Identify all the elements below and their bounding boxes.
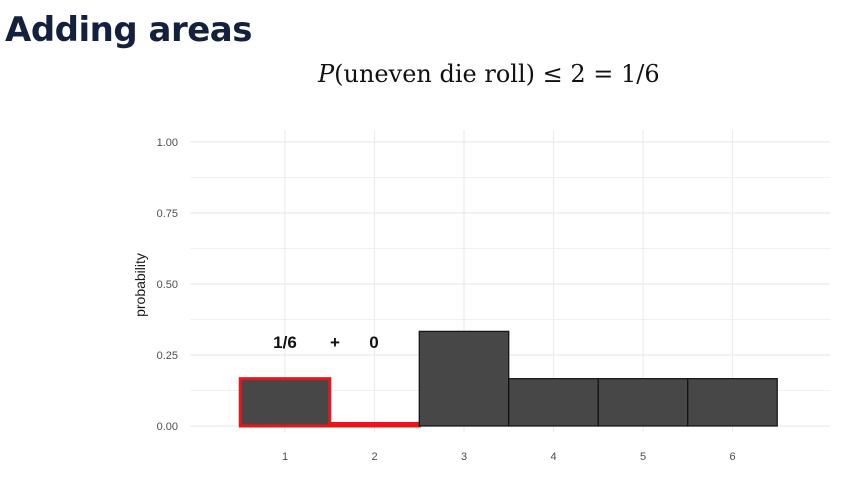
formula-variable: P — [318, 60, 335, 88]
bar-2 — [328, 422, 421, 428]
bar-4 — [508, 378, 599, 427]
chart-bars — [238, 330, 778, 428]
bar-3 — [418, 330, 510, 427]
bar-6 — [687, 378, 778, 427]
y-tick-label: 0.00 — [157, 421, 178, 433]
x-tick-label: 2 — [371, 451, 377, 463]
y-axis-label: probability — [132, 253, 148, 317]
formula-rest: ≤ 2 = 1/6 — [535, 60, 660, 88]
y-tick-label: 0.75 — [157, 208, 178, 220]
x-tick-label: 5 — [640, 451, 646, 463]
y-tick-label: 1.00 — [157, 137, 178, 149]
probability-formula: P(uneven die roll) ≤ 2 = 1/6 — [318, 60, 660, 88]
bar-5 — [597, 378, 689, 427]
x-tick-label: 4 — [550, 451, 556, 463]
y-tick-label: 0.50 — [157, 279, 178, 291]
annotation-label: 1/6 — [273, 333, 297, 352]
x-tick-label: 3 — [461, 451, 467, 463]
annotation-label: 0 — [369, 333, 378, 352]
y-axis-ticks: 0.00 0.25 0.50 0.75 1.00 — [157, 137, 178, 433]
formula-argument: (uneven die roll) — [334, 60, 535, 88]
chart-annotations: 1/6 +0 — [273, 333, 379, 352]
annotation-label: + — [330, 333, 340, 352]
x-tick-label: 1 — [282, 451, 288, 463]
y-tick-label: 0.25 — [157, 350, 178, 362]
slide-title: Adding areas — [5, 10, 252, 50]
bar-1 — [238, 377, 332, 428]
x-tick-label: 6 — [729, 451, 735, 463]
x-axis-ticks: 1 2 3 4 5 6 — [282, 451, 736, 463]
